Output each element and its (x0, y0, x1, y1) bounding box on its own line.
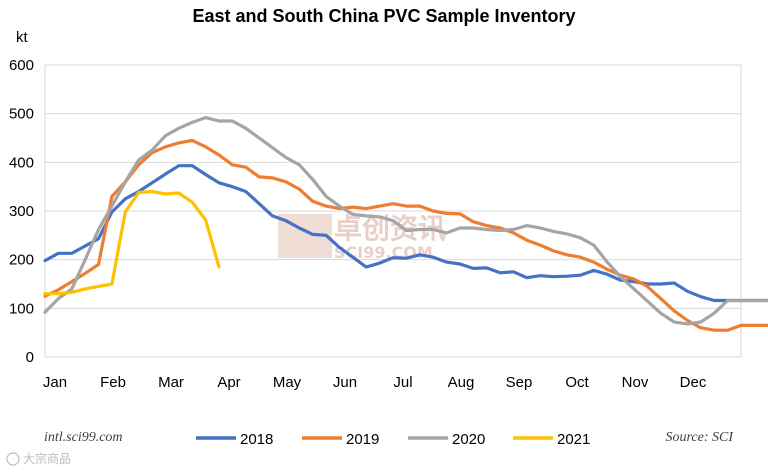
x-tick-label: Aug (448, 374, 475, 391)
x-tick-label: Mar (158, 374, 184, 391)
y-tick-label: 200 (9, 252, 34, 269)
legend-label-2018: 2018 (240, 431, 273, 448)
x-tick-label: Sep (506, 374, 533, 391)
bottom-watermark: 大宗商品 (6, 451, 71, 466)
x-tick-label: Nov (622, 374, 649, 391)
series-line-2020 (43, 115, 768, 326)
series-line-2021 (43, 189, 221, 296)
x-tick-label: Apr (217, 374, 240, 391)
y-tick-label: 500 (9, 106, 34, 123)
source-note: Source: SCI (665, 430, 734, 445)
x-tick-label: Dec (680, 374, 707, 391)
x-tick-label: Jun (333, 374, 357, 391)
legend: 2018 2019 2020 2021 (196, 431, 590, 448)
legend-label-2020: 2020 (452, 431, 485, 448)
source-site: intl.sci99.com (44, 430, 123, 445)
x-tick-label: Jul (393, 374, 412, 391)
chart-title: East and South China PVC Sample Inventor… (192, 6, 575, 26)
x-tick-label: Oct (565, 374, 589, 391)
y-axis-unit: kt (16, 29, 29, 46)
y-tick-label: 0 (26, 349, 34, 366)
legend-label-2021: 2021 (557, 431, 590, 448)
y-tick-label: 100 (9, 300, 34, 317)
series-line-2019 (43, 138, 768, 332)
bottom-watermark-text: 大宗商品 (23, 451, 71, 466)
x-tick-label: May (273, 374, 302, 391)
watermark-logo-icon (6, 452, 20, 466)
x-axis-ticks: Jan Feb Mar Apr May Jun Jul Aug Sep Oct Nov Dec (43, 374, 707, 391)
x-tick-label: Feb (100, 374, 126, 391)
gridlines (45, 64, 741, 358)
x-tick-label: Jan (43, 374, 67, 391)
y-tick-label: 400 (9, 154, 34, 171)
legend-label-2019: 2019 (346, 431, 379, 448)
y-tick-label: 300 (9, 203, 34, 220)
series-lines (43, 115, 768, 332)
y-axis-ticks: 0 100 200 300 400 500 600 (9, 57, 34, 366)
y-tick-label: 600 (9, 57, 34, 74)
